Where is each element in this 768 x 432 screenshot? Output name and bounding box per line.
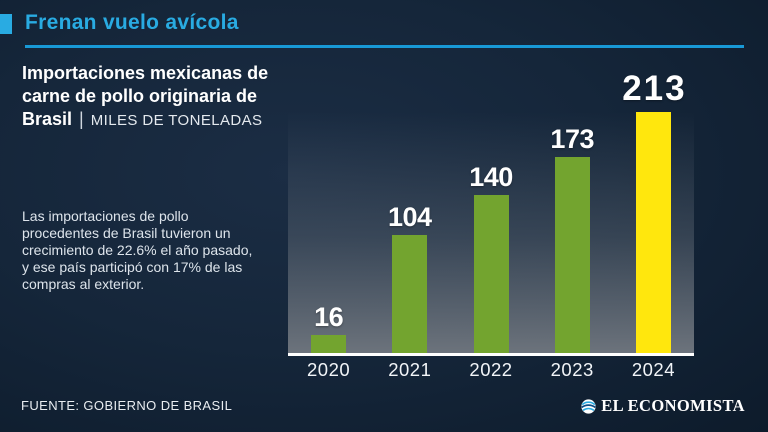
page-title: Frenan vuelo avícola	[25, 11, 239, 34]
bar-2023	[554, 157, 590, 353]
bar-column-2021: 104	[369, 204, 450, 353]
summary-paragraph: Las importaciones de pollo procedentes d…	[22, 208, 253, 292]
bar-column-2020: 16	[288, 304, 369, 353]
bar-column-2023: 173	[532, 126, 613, 353]
chart-subtitle: Importaciones mexicanas de carne de poll…	[22, 62, 274, 132]
chart-unit-label: MILES DE TONELADAS	[90, 112, 263, 129]
bar-column-2022: 140	[450, 164, 531, 353]
bar-value-label-2023: 173	[550, 124, 594, 154]
bar-2024	[635, 112, 671, 353]
publisher-brand: EL ECONOMISTA	[581, 396, 745, 416]
x-axis-label-2021: 2021	[388, 359, 432, 380]
x-axis-label-2024: 2024	[631, 359, 675, 380]
bar-value-label-2024: 213	[622, 69, 687, 108]
bar-value-label-2021: 104	[388, 202, 432, 232]
bars-row: 16 104 140 173 213	[288, 58, 694, 353]
el-economista-globe-icon	[581, 398, 597, 414]
chart-subtitle-bold: Importaciones mexicanas de carne de poll…	[22, 63, 269, 129]
publisher-name: EL ECONOMISTA	[601, 396, 745, 415]
bar-column-2024: 213	[613, 71, 694, 353]
bar-2021	[392, 235, 428, 353]
source-note: FUENTE: GOBIERNO DE BRASIL	[21, 398, 233, 413]
x-axis-label-2023: 2023	[550, 359, 594, 380]
x-axis-label-2020: 2020	[307, 359, 351, 380]
bar-value-label-2020: 16	[314, 302, 344, 332]
accent-square	[0, 14, 12, 34]
subtitle-separator: |	[79, 109, 84, 129]
xaxis-row: 2020 2021 2022 2023 2024	[288, 359, 694, 381]
x-axis-label-2022: 2022	[469, 359, 513, 380]
bar-2022	[473, 195, 509, 353]
x-axis-baseline	[288, 353, 694, 356]
bar-2020	[311, 335, 347, 353]
title-underline-rule	[25, 45, 744, 48]
bar-value-label-2022: 140	[469, 162, 513, 192]
